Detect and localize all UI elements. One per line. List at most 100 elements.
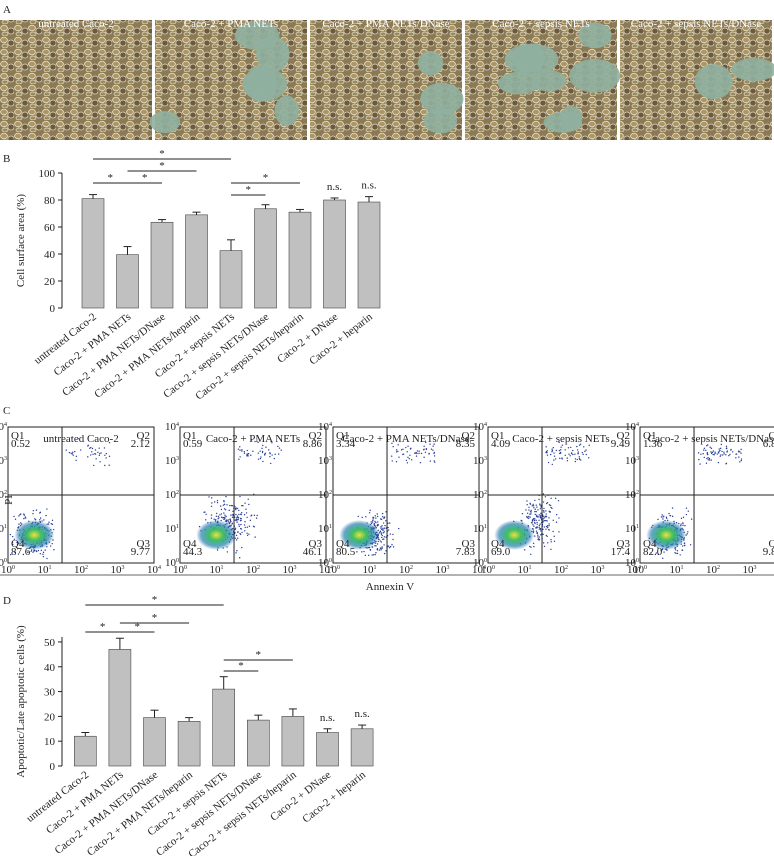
event-dot — [376, 549, 379, 551]
bar — [108, 649, 132, 767]
event-dot — [536, 527, 538, 529]
tick-exponent: 2 — [636, 490, 639, 496]
event-dot — [723, 453, 725, 455]
event-dot — [728, 454, 730, 457]
event-dot — [259, 457, 262, 460]
tick-base: 10 — [591, 564, 603, 576]
event-dot — [253, 514, 256, 517]
tick-base: 10 — [625, 489, 637, 501]
event-dot — [681, 549, 684, 551]
event-dot — [215, 515, 218, 518]
log-tick-label: 100 — [481, 564, 495, 576]
tick-exponent: 4 — [4, 422, 7, 428]
event-dot — [248, 533, 250, 535]
event-dot — [529, 545, 531, 548]
event-dot — [702, 453, 704, 455]
tick-base: 10 — [283, 564, 295, 576]
event-dot — [527, 517, 529, 519]
event-dot — [225, 495, 227, 498]
event-dot — [545, 528, 547, 530]
event-dot — [434, 461, 436, 463]
event-dot — [243, 452, 246, 455]
event-dot — [44, 549, 46, 551]
log-tick-label: 102 — [706, 564, 720, 576]
event-dot — [559, 457, 561, 460]
event-dot — [542, 533, 544, 536]
event-dot — [383, 538, 385, 540]
event-dot — [240, 527, 242, 530]
event-dot — [433, 452, 435, 455]
event-dot — [683, 542, 686, 545]
bar — [316, 732, 339, 767]
event-dot — [681, 545, 684, 547]
event-dot — [531, 505, 534, 507]
event-dot — [550, 497, 552, 500]
event-dot — [374, 553, 376, 556]
event-dot — [237, 518, 239, 521]
bar-chart: 0 10 20 30 40 50 Apoptotic/Late apoptotic cell… — [15, 594, 374, 856]
event-dot — [525, 509, 527, 511]
event-dot — [684, 524, 686, 527]
event-dot — [547, 461, 550, 464]
quadrant-value: 7.83 — [456, 546, 476, 558]
tick-exponent: 1 — [529, 565, 532, 571]
event-dot — [535, 510, 537, 513]
quadrant-value: 9.77 — [131, 546, 151, 558]
micrograph: Caco-2 + sepsis NETs/DNase — [620, 18, 774, 140]
y-tick-label: 40 — [44, 249, 56, 261]
event-dot — [241, 546, 243, 549]
event-dot — [546, 526, 549, 529]
tick-base: 10 — [554, 564, 566, 576]
event-dot — [707, 459, 709, 461]
event-dot — [380, 526, 382, 528]
event-dot — [546, 501, 549, 504]
tick-exponent: 4 — [158, 565, 161, 571]
event-dot — [402, 453, 405, 455]
panel-label: C — [3, 405, 10, 417]
tick-exponent: 3 — [176, 456, 179, 462]
event-dot — [538, 528, 541, 530]
tick-exponent: 4 — [176, 422, 179, 428]
event-dot — [75, 455, 78, 458]
event-dot — [553, 455, 556, 457]
event-dot — [210, 517, 213, 519]
event-dot — [538, 524, 541, 527]
event-dot — [548, 517, 550, 519]
quadrant-value: 87.6 — [11, 546, 31, 558]
event-dot — [395, 451, 398, 453]
log-tick-label: 102 — [318, 489, 332, 501]
quadrant-value: 82.0 — [643, 546, 663, 558]
event-dot — [378, 532, 381, 534]
quadrant-name: Q4 — [336, 538, 350, 550]
event-dot — [380, 548, 382, 550]
event-dot — [532, 518, 535, 520]
event-dot — [231, 516, 234, 519]
event-dot — [671, 515, 674, 518]
event-dot — [564, 454, 566, 456]
event-dot — [531, 522, 533, 524]
micrograph-gap — [578, 22, 612, 49]
event-dot — [222, 504, 225, 506]
event-dot — [539, 508, 542, 510]
event-dot — [379, 530, 382, 533]
event-dot — [700, 453, 702, 455]
event-dot — [382, 532, 385, 534]
event-dot — [257, 452, 259, 454]
event-dot — [526, 504, 528, 506]
tick-base: 10 — [399, 564, 411, 576]
event-dot — [227, 519, 230, 521]
micrograph-gap — [417, 51, 444, 76]
tick-exponent: 0 — [644, 565, 647, 571]
event-dot — [255, 517, 258, 519]
event-dot — [545, 515, 548, 518]
event-dot — [712, 450, 715, 452]
event-dot — [420, 452, 423, 455]
event-dot — [534, 522, 536, 525]
event-dot — [222, 517, 224, 519]
event-dot — [32, 509, 35, 512]
event-dot — [269, 452, 271, 454]
event-dot — [30, 550, 32, 552]
tick-exponent: 0 — [184, 565, 187, 571]
event-dot — [698, 458, 700, 461]
event-dot — [274, 453, 276, 456]
